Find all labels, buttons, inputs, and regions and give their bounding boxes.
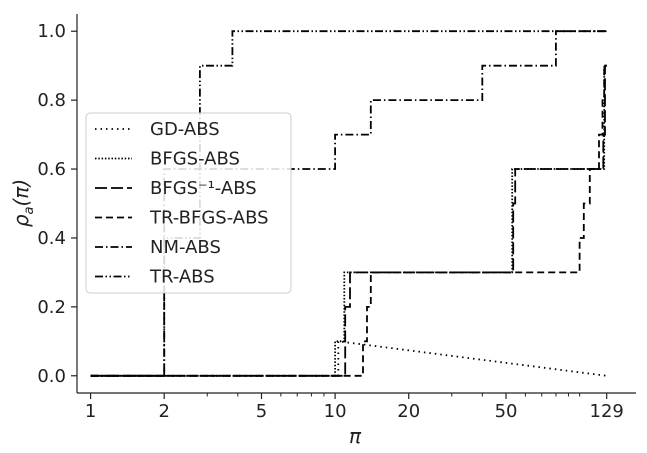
y-tick-label: 0.6 bbox=[37, 159, 66, 180]
y-tick-label: 0.2 bbox=[37, 297, 66, 318]
y-tick-label: 1.0 bbox=[37, 21, 66, 42]
legend-frame bbox=[85, 112, 292, 294]
legend: GD-ABS BFGS-ABS BFGS⁻¹-ABS TR-BFGS-ABS NM-AB… bbox=[85, 112, 292, 294]
legend-label: TR-ABS bbox=[149, 267, 215, 288]
y-ticks: 0.0 0.2 0.4 0.6 0.8 1.0 bbox=[37, 21, 77, 387]
y-axis-title: ρa(π) bbox=[9, 179, 37, 227]
legend-label: BFGS-ABS bbox=[150, 149, 240, 170]
x-tick-label: 20 bbox=[397, 401, 420, 422]
x-tick-label: 2 bbox=[158, 401, 169, 422]
x-tick-label: 50 bbox=[495, 401, 518, 422]
legend-label: GD-ABS bbox=[150, 119, 220, 140]
x-axis-title: π bbox=[349, 424, 362, 448]
y-tick-label: 0.8 bbox=[37, 90, 66, 111]
series-line-3 bbox=[90, 64, 607, 377]
legend-label: TR-BFGS-ABS bbox=[149, 208, 269, 229]
series-line-4 bbox=[90, 64, 607, 377]
x-tick-label: 5 bbox=[256, 401, 267, 422]
series-line-5 bbox=[90, 30, 607, 377]
legend-label: NM-ABS bbox=[150, 237, 221, 258]
x-ticks: 1 2 5 10 20 50 129 bbox=[85, 393, 624, 422]
x-tick-label: 1 bbox=[85, 401, 96, 422]
x-tick-label: 129 bbox=[590, 401, 624, 422]
legend-label: BFGS⁻¹-ABS bbox=[150, 178, 257, 199]
x-tick-label: 10 bbox=[324, 401, 347, 422]
y-tick-label: 0.0 bbox=[37, 366, 66, 387]
series-line-2 bbox=[90, 64, 607, 377]
legend-items: GD-ABS BFGS-ABS BFGS⁻¹-ABS TR-BFGS-ABS NM-AB… bbox=[95, 119, 269, 288]
y-tick-label: 0.4 bbox=[37, 228, 66, 249]
series-line-1 bbox=[90, 340, 607, 377]
axes: 1 2 5 10 20 50 129 0.0 0.2 0.4 0.6 0.8 1.0 bbox=[37, 14, 636, 422]
